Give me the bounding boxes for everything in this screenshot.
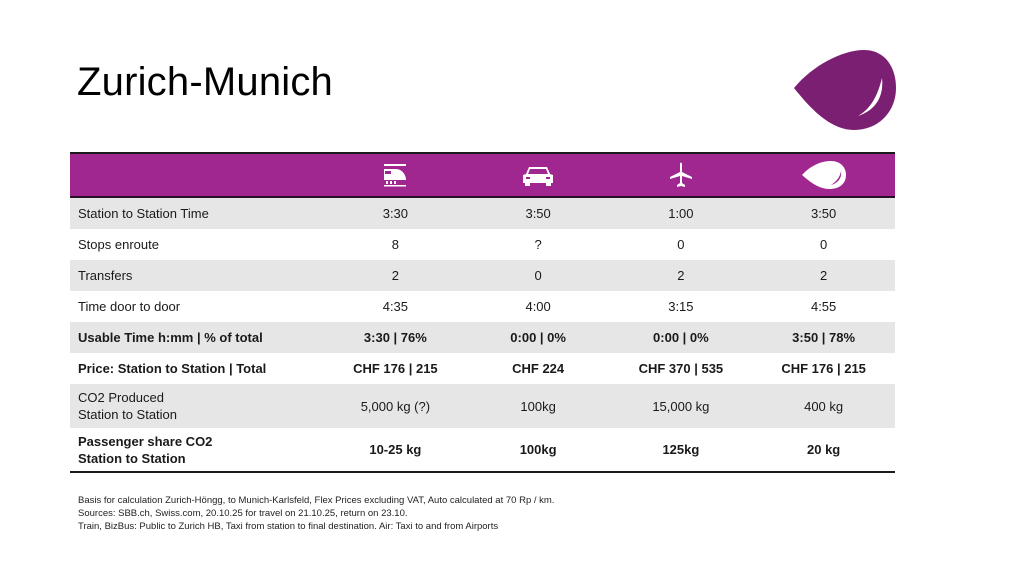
cell-air: 1:00 — [668, 206, 694, 221]
cell-bizbus: 3:50 | 78% — [792, 330, 856, 345]
header-label-cell — [70, 154, 324, 196]
header-col-car — [467, 154, 610, 196]
footnote-transport: Train, BizBus: Public to Zurich HB, Taxi… — [78, 521, 499, 532]
cell-train: 5,000 kg (?) — [360, 398, 431, 414]
cell-air: 125kg — [662, 442, 700, 457]
table-row: CO2 Produced Station to Station 5,000 kg… — [70, 384, 895, 428]
page-title: Zurich-Munich — [77, 60, 333, 104]
cell-train: 3:30 | 76% — [363, 330, 427, 345]
cell-bizbus: 400 kg — [804, 398, 844, 414]
cell-bizbus: 3:50 — [810, 206, 837, 221]
table-row: Time door to door 4:35 4:00 3:15 4:55 — [70, 291, 895, 322]
cell-car: 3:50 — [525, 206, 551, 221]
header-col-train — [324, 154, 467, 196]
cell-train: 2 — [391, 268, 399, 283]
footnote-sources: Sources: SBB.ch, Swiss.com, 20.10.25 for… — [78, 508, 408, 519]
cell-air: 0 — [677, 237, 685, 252]
table-row: Usable Time h:mm | % of total 3:30 | 76%… — [70, 322, 895, 353]
table-row: Transfers 2 0 2 2 — [70, 260, 895, 291]
cell-train: 10-25 kg — [369, 442, 422, 457]
row-label-line1: Passenger share CO2 — [78, 433, 213, 449]
header-col-bizbus — [752, 154, 895, 196]
table-row: Passenger share CO2 Station to Station 1… — [70, 428, 895, 473]
cell-car: CHF 224 — [512, 361, 565, 376]
table-row: Station to Station Time 3:30 3:50 1:00 3… — [70, 198, 895, 229]
cell-bizbus: 2 — [820, 268, 828, 283]
cell-car: 100kg — [520, 398, 556, 414]
cell-train: CHF 176 | 215 — [353, 361, 438, 376]
table-row: Stops enroute 8 ? 0 0 — [70, 229, 895, 260]
cell-air: 3:15 — [668, 299, 694, 314]
row-label: CO2 Produced Station to Station — [70, 389, 324, 423]
row-label: Price: Station to Station | Total — [78, 361, 267, 376]
cell-train: 3:30 — [382, 206, 409, 221]
cell-air: 0:00 | 0% — [653, 330, 709, 345]
row-label: Usable Time h:mm | % of total — [78, 330, 263, 345]
row-label: Stops enroute — [78, 237, 159, 252]
cell-car: 0 — [534, 268, 542, 283]
cell-car: 4:00 — [525, 299, 551, 314]
leaf-drop-icon — [801, 160, 847, 190]
row-label: Time door to door — [78, 299, 181, 314]
footnotes: Basis for calculation Zurich-Höngg, to M… — [78, 494, 554, 533]
table-header — [70, 152, 895, 198]
cell-car: 0:00 | 0% — [510, 330, 566, 345]
cell-car: ? — [534, 237, 542, 252]
cell-air: 2 — [677, 268, 685, 283]
row-label: Station to Station Time — [78, 206, 209, 221]
cell-bizbus: 4:55 — [810, 299, 837, 314]
table-row: Price: Station to Station | Total CHF 17… — [70, 353, 895, 384]
row-label: Transfers — [78, 268, 133, 283]
header-col-air — [610, 154, 753, 196]
comparison-table: Station to Station Time 3:30 3:50 1:00 3… — [70, 152, 895, 473]
cell-bizbus: CHF 176 | 215 — [781, 361, 866, 376]
car-icon — [522, 164, 554, 186]
row-label: Passenger share CO2 Station to Station — [70, 433, 324, 467]
leaf-drop-icon — [792, 48, 896, 132]
cell-train: 4:35 — [382, 299, 409, 314]
train-icon — [382, 163, 408, 187]
footnote-basis: Basis for calculation Zurich-Höngg, to M… — [78, 495, 555, 506]
cell-car: 100kg — [519, 442, 557, 457]
cell-bizbus: 0 — [820, 237, 828, 252]
cell-bizbus: 20 kg — [807, 442, 841, 457]
row-label-line2: Station to Station — [78, 450, 186, 466]
airplane-icon — [669, 162, 693, 188]
row-label-line2: Station to Station — [78, 407, 178, 422]
cell-air: CHF 370 | 535 — [638, 361, 724, 376]
row-label-line1: CO2 Produced — [78, 390, 164, 405]
cell-air: 15,000 kg — [652, 398, 710, 414]
cell-train: 8 — [391, 237, 399, 252]
